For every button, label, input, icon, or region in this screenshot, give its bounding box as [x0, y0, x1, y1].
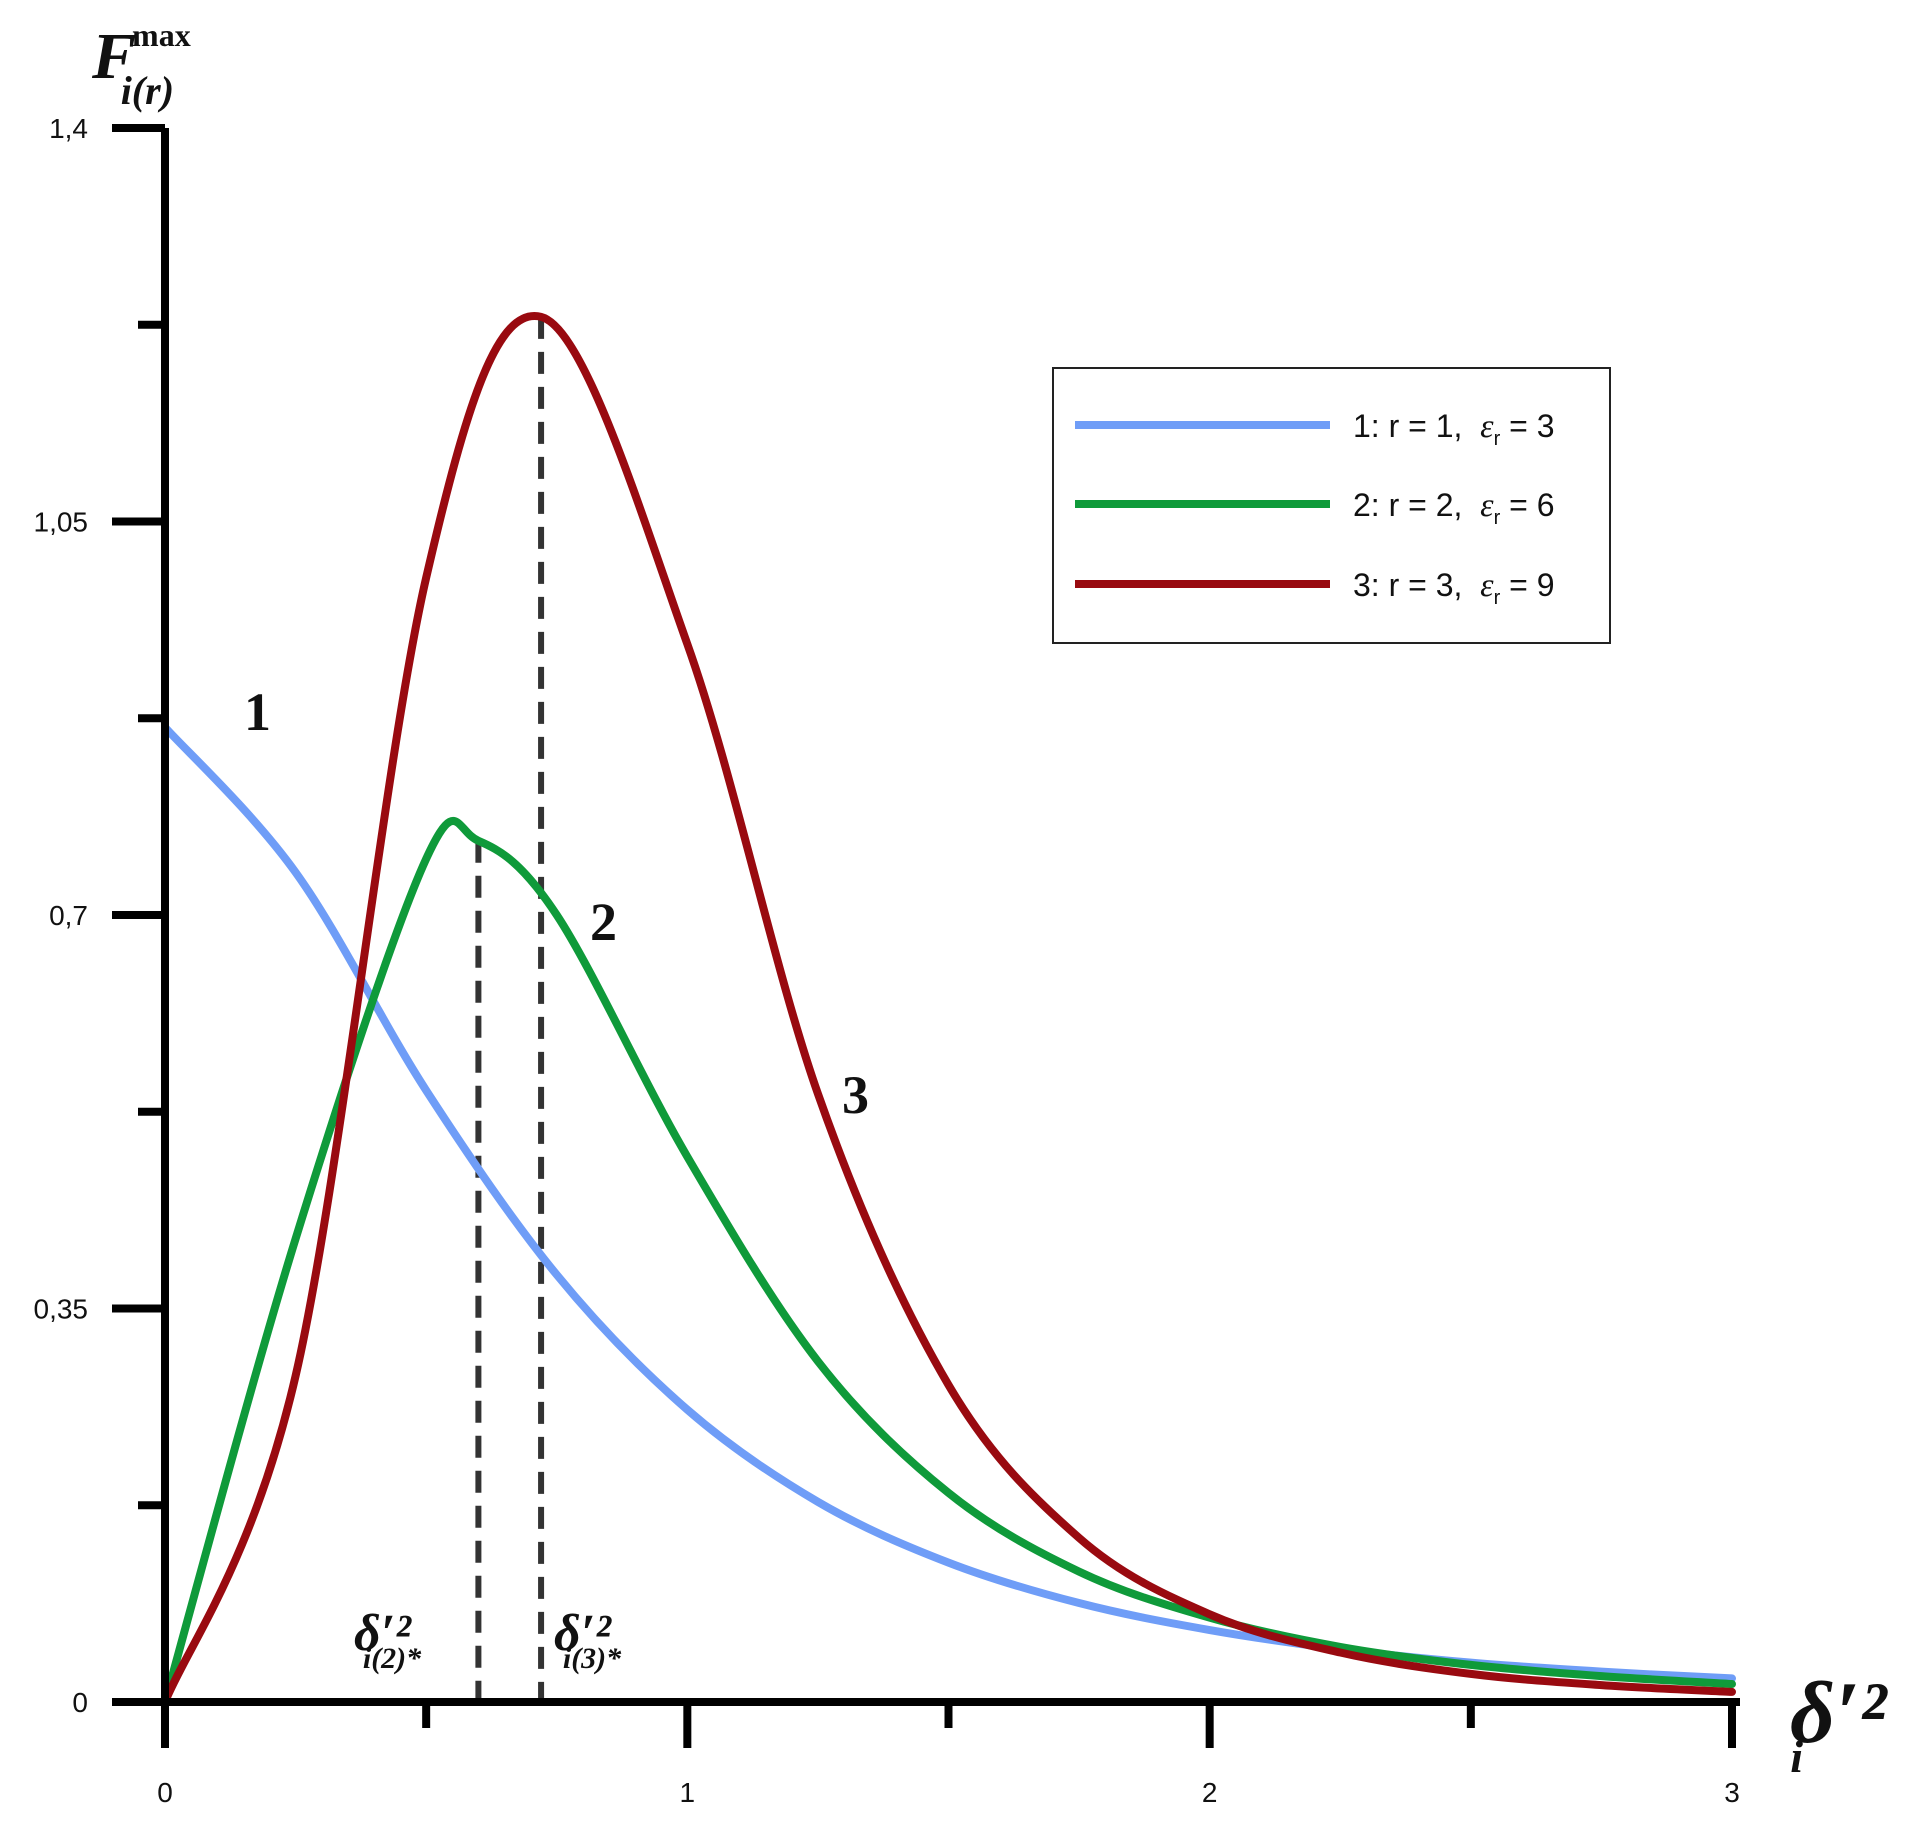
x-axis-title: δ′²i: [1790, 1665, 1888, 1782]
legend-prefix-2: 2: r = 2,: [1353, 487, 1480, 523]
marker-label-2-main: δ′²: [354, 1605, 412, 1662]
legend-suffix-2: = 6: [1500, 487, 1554, 523]
curve-label-1: 1: [244, 682, 271, 742]
series-line-2: [161, 816, 1736, 1706]
legend-entry-3: 3: r = 3, εr = 9: [1075, 567, 1555, 609]
legend-eps-1: ε: [1480, 408, 1494, 445]
legend-prefix-1: 1: r = 1,: [1353, 408, 1480, 444]
legend-entry-2: 2: r = 2, εr = 6: [1075, 487, 1555, 529]
marker-lines: [475, 316, 545, 1702]
curve-label-3: 3: [842, 1065, 869, 1125]
legend-eps-3: ε: [1480, 567, 1494, 604]
y-axis-title-sup: max: [132, 17, 191, 53]
legend-eps-sub-3: r: [1494, 587, 1501, 609]
y-tick-label: 0: [72, 1687, 88, 1718]
marker-label-2: δ′²i(2)*: [354, 1605, 422, 1675]
marker-label-3-sub: i(3)*: [563, 1642, 622, 1675]
y-tick-label: 0,7: [49, 900, 88, 931]
legend-label-2: 2: r = 2, εr = 6: [1353, 487, 1555, 529]
x-axis-title-sub: i: [1790, 1731, 1803, 1782]
legend: 1: r = 1, εr = 3 2: r = 2, εr = 6 3: r =…: [1052, 367, 1611, 644]
legend-entry-1: 1: r = 1, εr = 3: [1075, 408, 1555, 450]
y-tick-label: 0,35: [34, 1294, 89, 1325]
y-tick-label: 1,05: [34, 507, 89, 538]
x-tick-label: 2: [1202, 1777, 1218, 1808]
y-axis-title-main: F: [91, 20, 136, 93]
marker-label-3-main: δ′²: [554, 1605, 612, 1662]
series-curves: [161, 312, 1736, 1706]
legend-prefix-3: 3: r = 3,: [1353, 567, 1480, 603]
y-axis-title: Fmax i(r): [91, 17, 191, 113]
curve-label-2: 2: [590, 892, 617, 952]
axes: [112, 128, 1740, 1706]
y-axis-title-sub: i(r): [121, 68, 174, 113]
legend-suffix-1: = 3: [1500, 408, 1554, 444]
legend-eps-2: ε: [1480, 487, 1494, 524]
legend-eps-sub-1: r: [1494, 428, 1501, 450]
series-line-1: [161, 723, 1736, 1683]
legend-label-3: 3: r = 3, εr = 9: [1353, 567, 1555, 609]
legend-suffix-3: = 9: [1500, 567, 1554, 603]
legend-eps-sub-2: r: [1494, 507, 1501, 529]
marker-label-2-sub: i(2)*: [363, 1642, 422, 1675]
ticks: 0 0,35 0,7 1,05 1,4 0 1 2 3: [34, 113, 1740, 1808]
x-tick-label: 3: [1724, 1777, 1740, 1808]
x-tick-label: 0: [157, 1777, 173, 1808]
x-axis-title-main: δ′²: [1790, 1665, 1888, 1762]
marker-label-3: δ′²i(3)*: [554, 1605, 622, 1675]
legend-label-1: 1: r = 1, εr = 3: [1353, 408, 1555, 450]
series-line-3: [161, 312, 1736, 1706]
y-tick-label: 1,4: [49, 113, 88, 144]
x-tick-label: 1: [680, 1777, 696, 1808]
